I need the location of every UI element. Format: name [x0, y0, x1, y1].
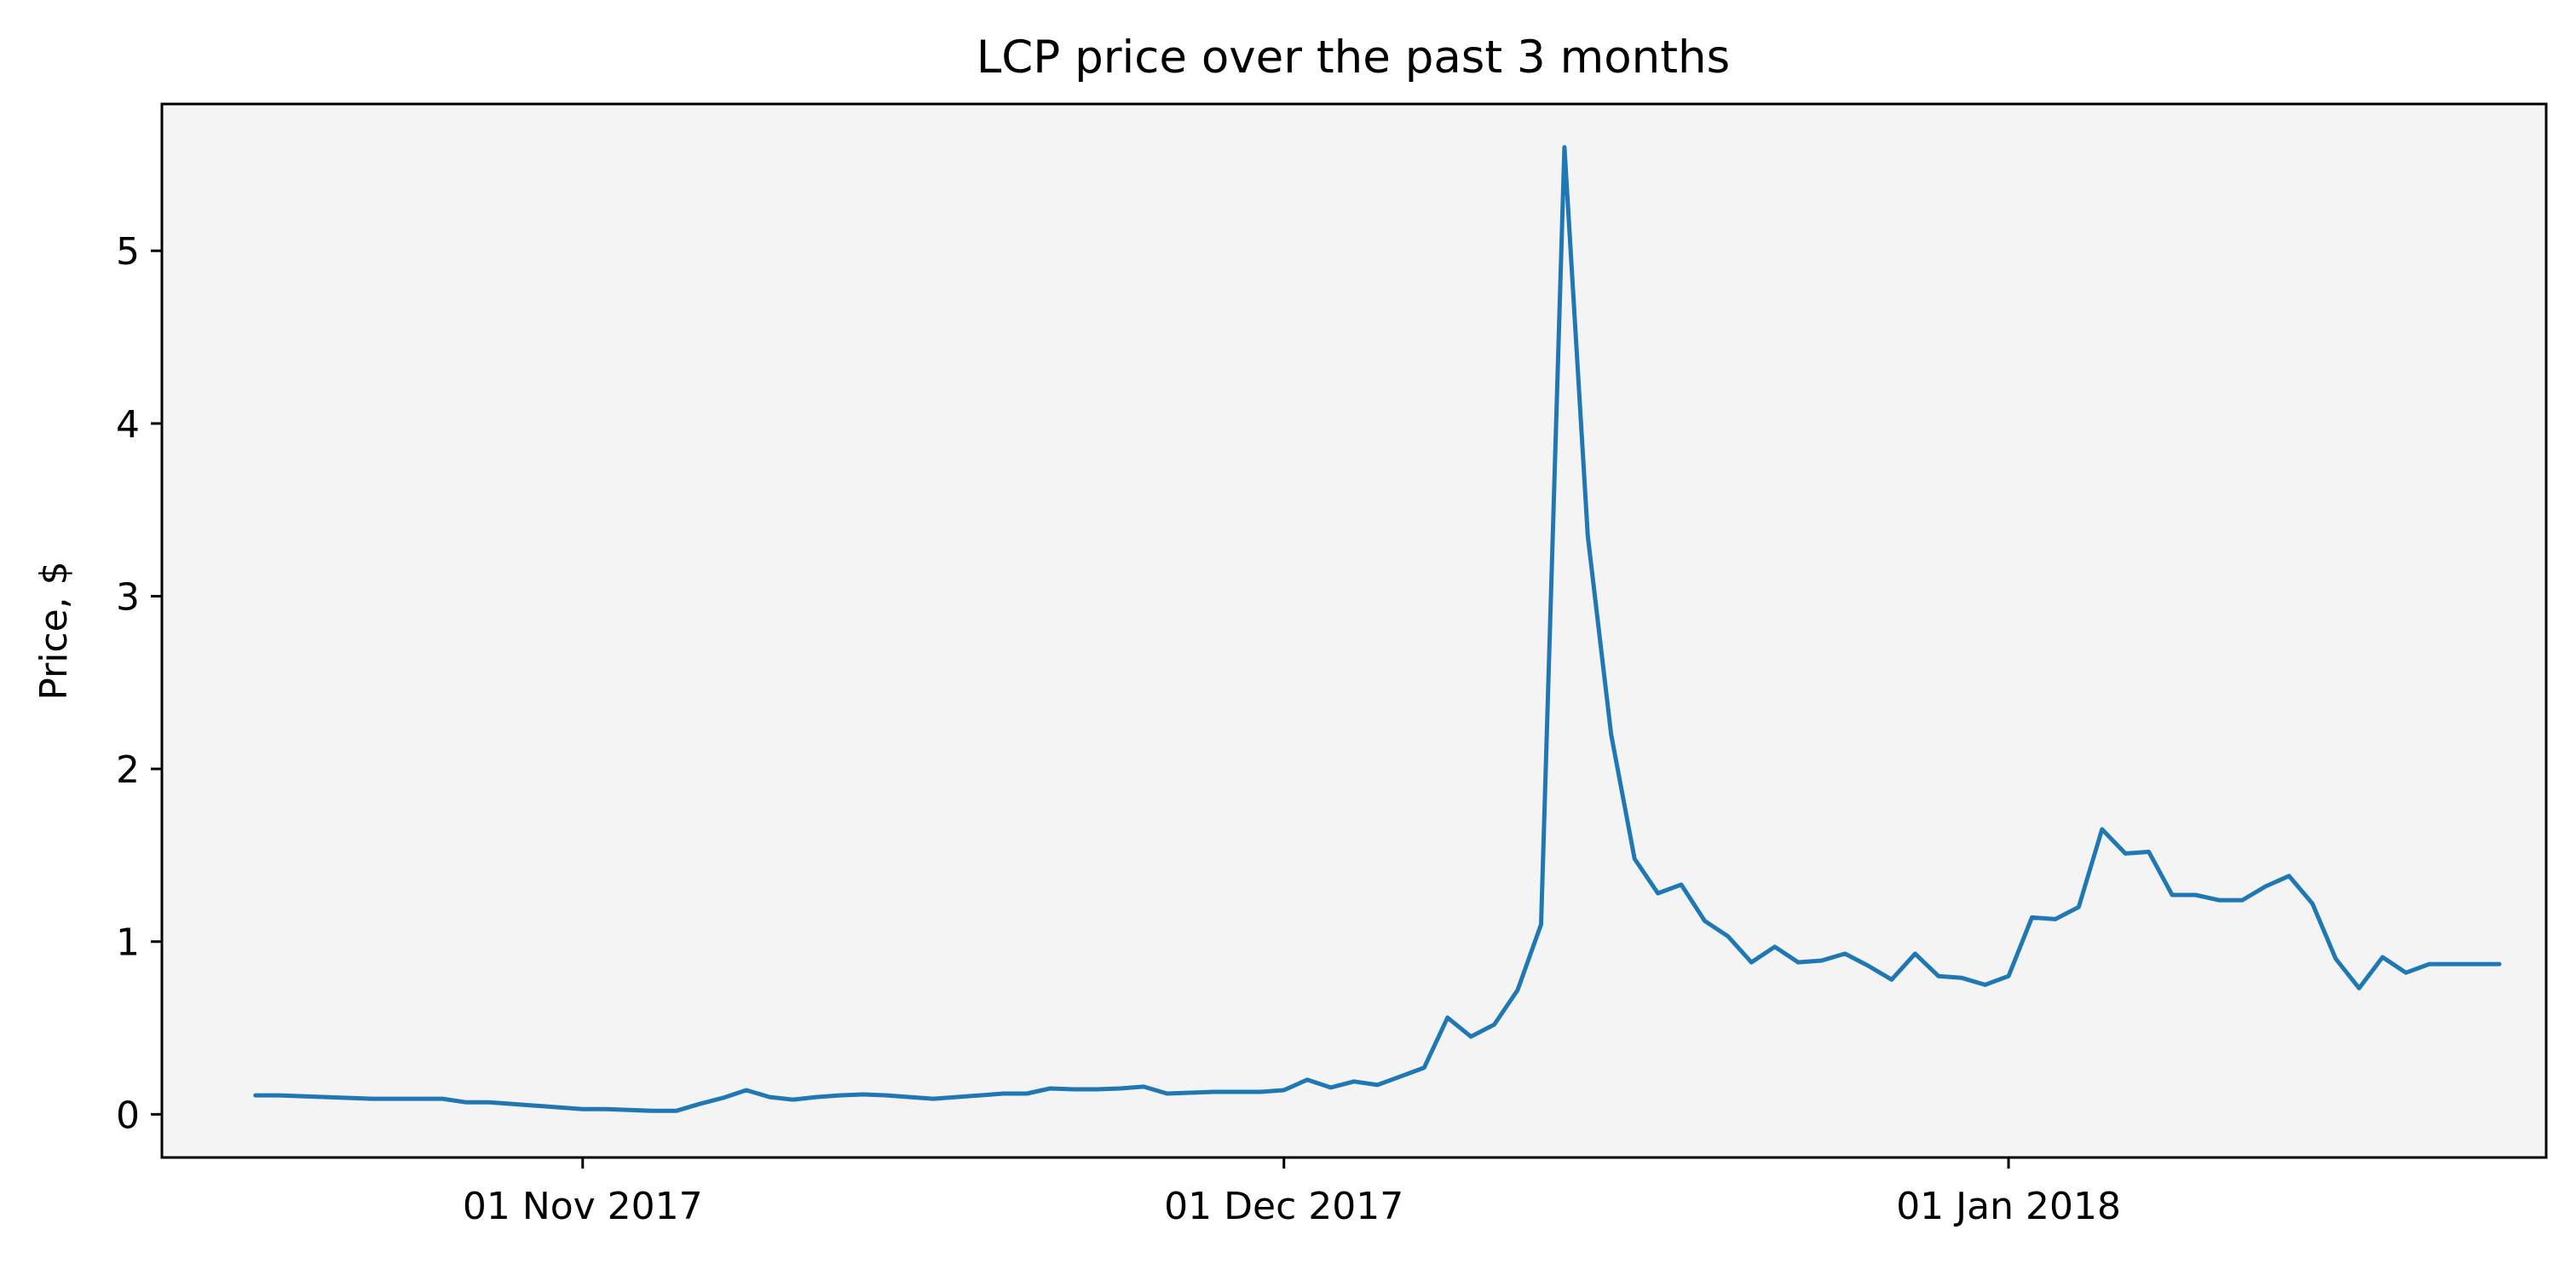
y-axis: 0 1 2 3 4 5 [116, 230, 162, 1137]
x-tick-label: 01 Dec 2017 [1164, 1185, 1403, 1228]
x-tick-label: 01 Jan 2018 [1896, 1185, 2121, 1228]
plot-area [160, 102, 2548, 1159]
y-tick-label: 2 [116, 748, 140, 792]
chart-title: LCP price over the past 3 months [977, 32, 1731, 84]
y-tick-label: 5 [116, 230, 140, 274]
y-tick-label: 0 [116, 1094, 140, 1137]
x-tick-label: 01 Nov 2017 [463, 1185, 703, 1228]
y-axis-label: Price, $ [32, 561, 76, 700]
price-series-line [253, 145, 2502, 1113]
y-tick-label: 4 [116, 403, 140, 447]
y-tick-label: 3 [116, 575, 140, 619]
x-axis: 01 Nov 2017 01 Dec 2017 01 Jan 2018 [463, 1157, 2121, 1228]
y-tick-label: 1 [116, 921, 140, 965]
